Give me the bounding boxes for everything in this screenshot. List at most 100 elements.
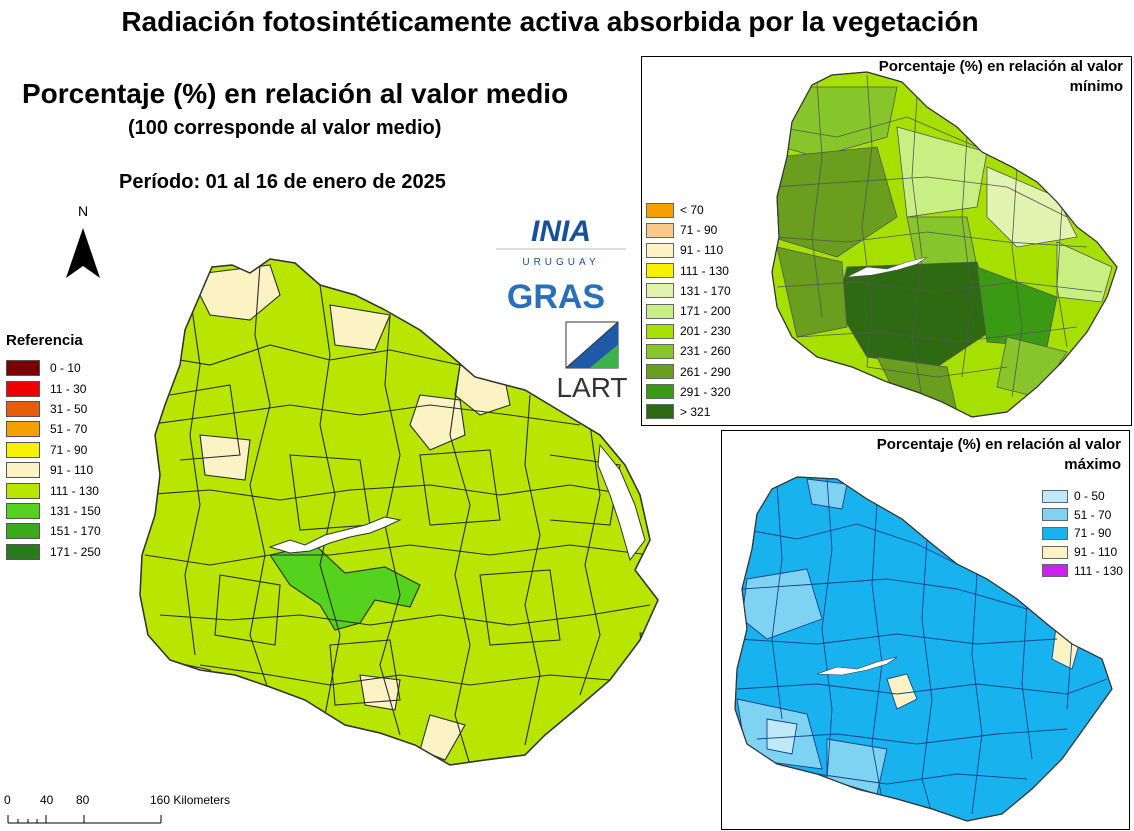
legend-swatch [6,482,40,499]
legend-title: Referencia [6,332,83,349]
north-arrow-icon: N [60,200,106,282]
north-label: N [78,203,88,219]
map-note: (100 corresponde al valor medio) [128,117,442,139]
legend-swatch [6,380,40,397]
legend-swatch [6,421,40,438]
legend-item: 111 - 130 [6,480,101,500]
inset-max-legend-item: 51 - 70 [1042,506,1123,525]
inset-min-legend-label: 171 - 200 [680,304,731,319]
legend-label: 0 - 10 [50,361,81,376]
period-label: Período: 01 al 16 de enero de 2025 [119,171,446,193]
inset-min-legend-label: 231 - 260 [680,344,731,359]
inset-min-legend-swatch [646,263,674,279]
inset-min-legend-swatch [646,404,674,420]
legend-swatch [6,462,40,479]
legend-item: 11 - 30 [6,378,101,398]
scale-tick-80: 80 [76,793,90,807]
legend-swatch [6,360,40,377]
inset-max-legend: 0 - 50 51 - 70 71 - 90 91 - 110 111 - 130 [1042,487,1123,580]
inset-min-legend: < 70 71 - 90 91 - 110 111 - 130 131 - 170 171… [646,200,731,422]
inset-min-legend-item: 71 - 90 [646,220,731,240]
legend-label: 51 - 70 [50,422,88,437]
legend-swatch [6,400,40,417]
legend-label: 91 - 110 [50,463,94,478]
inset-min-legend-swatch [646,323,674,339]
inset-min-title: Porcentaje (%) en relación al valor míni… [878,58,1123,95]
inset-max-legend-label: 111 - 130 [1074,563,1123,578]
legend-item: 91 - 110 [6,460,101,480]
scale-tick-40: 40 [40,793,54,807]
inset-min-legend-label: 261 - 290 [680,364,731,379]
inset-max-legend-label: 0 - 50 [1074,489,1105,504]
inset-min-legend-label: 291 - 320 [680,384,731,399]
main-map [139,258,659,766]
inset-min-legend-label: 111 - 130 [680,263,729,278]
legend-label: 171 - 250 [50,544,101,559]
inset-max-legend-swatch [1042,545,1068,559]
legend-swatch [6,543,40,560]
inset-min-legend-item: 201 - 230 [646,321,731,341]
map-subtitle: Porcentaje (%) en relación al valor medi… [22,78,569,109]
legend-item: 31 - 50 [6,399,101,419]
inset-min-legend-item: 291 - 320 [646,382,731,402]
lart-logo: LART [556,372,627,403]
inset-min-legend-swatch [646,384,674,400]
legend-item: 131 - 150 [6,501,101,521]
inset-max-legend-item: 71 - 90 [1042,524,1123,543]
inset-max-legend-label: 91 - 110 [1074,545,1118,560]
inset-min-legend-swatch [646,303,674,319]
inset-min-legend-swatch [646,222,674,238]
inset-min-legend-item: 111 - 130 [646,261,731,281]
legend-swatch [6,502,40,519]
inset-min-legend-swatch [646,202,674,218]
inset-min-legend-swatch [646,283,674,299]
scale-tick-160: 160 Kilometers [150,793,231,807]
lart-logo-icon [565,321,619,369]
legend-item: 151 - 170 [6,521,101,541]
legend-label: 131 - 150 [50,503,101,518]
inset-min-legend-swatch [646,364,674,380]
inset-min-legend-swatch [646,343,674,359]
main-legend: 0 - 10 11 - 30 31 - 50 51 - 70 71 - 90 91 - 1… [6,358,101,562]
inset-min-legend-label: 131 - 170 [680,283,731,298]
inset-min-legend-item: 91 - 110 [646,240,731,260]
inset-min-legend-label: 201 - 230 [680,324,731,339]
inset-max-legend-item: 111 - 130 [1042,561,1123,580]
inset-min-map [771,71,1118,418]
map-title: Radiación fotosintéticamente activa abso… [121,6,979,37]
inset-min-legend-label: 91 - 110 [680,243,724,258]
legend-label: 11 - 30 [50,381,87,396]
legend-item: 71 - 90 [6,440,101,460]
inset-min-legend-label: > 321 [680,404,711,419]
logos-group: INIA URUGUAY GRAS LART [494,205,628,405]
inset-max-legend-label: 51 - 70 [1074,507,1112,522]
inia-sub: URUGUAY [522,257,599,268]
legend-item: 171 - 250 [6,542,101,562]
inia-logo: INIA [531,215,591,248]
inset-min-legend-label: < 70 [680,203,704,218]
inset-max-title: Porcentaje (%) en relación al valor máxi… [876,436,1121,473]
inset-min-legend-item: < 70 [646,200,731,220]
legend-swatch [6,523,40,540]
inset-min-legend-item: 131 - 170 [646,281,731,301]
gras-logo: GRAS [507,278,605,316]
inset-min-legend-label: 71 - 90 [680,223,718,238]
inset-min-legend-item: 231 - 260 [646,341,731,361]
legend-label: 31 - 50 [50,401,88,416]
legend-label: 71 - 90 [50,442,88,457]
inset-max-map [734,476,1113,822]
inset-min-legend-item: > 321 [646,402,731,422]
legend-label: 151 - 170 [50,524,101,539]
inset-max-legend-item: 0 - 50 [1042,487,1123,506]
legend-swatch [6,441,40,458]
inset-max-legend-label: 71 - 90 [1074,526,1112,541]
inset-min-panel: Porcentaje (%) en relación al valor míni… [641,56,1132,426]
scale-bar-line [7,815,162,824]
legend-item: 0 - 10 [6,358,101,378]
inset-max-legend-swatch [1042,564,1068,578]
scale-bar: 0 40 80 160 Kilometers [4,793,230,829]
inset-min-legend-swatch [646,242,674,258]
inset-max-panel: Porcentaje (%) en relación al valor máxi… [721,430,1130,830]
inset-min-legend-item: 171 - 200 [646,301,731,321]
inset-max-legend-swatch [1042,526,1068,540]
